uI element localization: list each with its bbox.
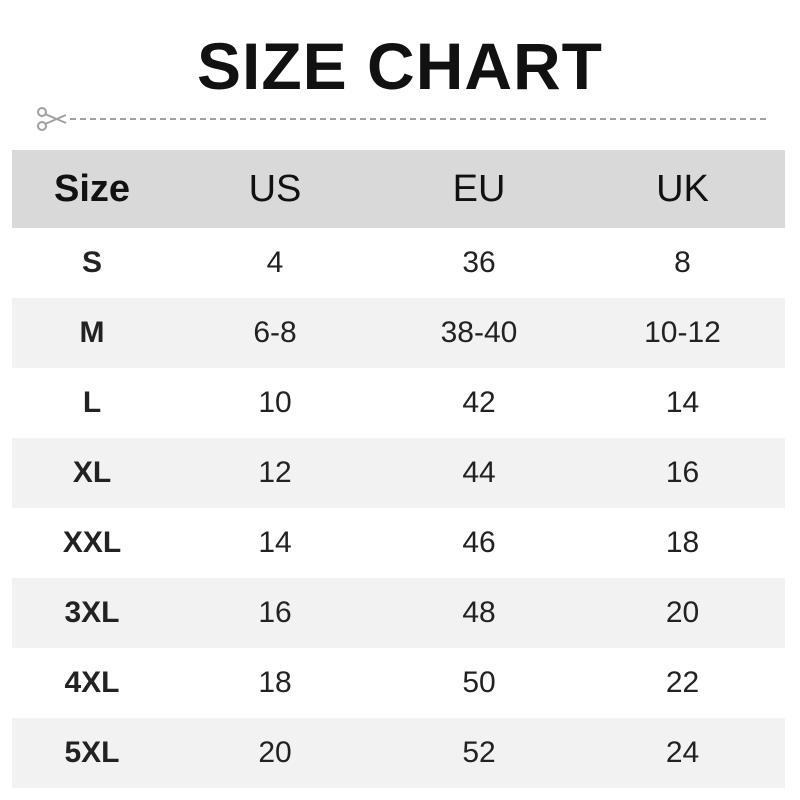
table-row: M 6-8 38-40 10-12 [12,298,785,368]
cell-size: M [79,316,105,349]
cell-size: XXL [62,526,122,559]
header-eu: EU [452,167,506,210]
table-row: XXL 14 46 18 [12,508,785,578]
cell-eu: 48 [462,596,496,629]
cell-eu: 50 [462,666,496,699]
cell-eu: 44 [462,456,496,489]
cell-uk: 10-12 [644,316,721,349]
cell-size: XL [72,456,112,489]
cell-eu: 38-40 [440,316,518,349]
table-header: Size US EU UK [12,150,785,228]
cell-size: 5XL [64,736,120,769]
cell-us: 12 [258,456,292,489]
cell-eu: 52 [462,736,496,769]
cell-eu: 36 [462,246,496,279]
table-row: XL 12 44 16 [12,438,785,508]
cell-uk: 22 [665,666,700,699]
header-uk: UK [656,167,709,210]
cell-size: 3XL [64,596,120,629]
cell-eu: 42 [462,386,496,419]
header-us: US [248,167,302,210]
table-row: 4XL 18 50 22 [12,648,785,718]
cell-us: 4 [266,246,284,279]
table-row: 5XL 20 52 24 [12,718,785,788]
cell-uk: 16 [665,456,700,489]
cell-us: 10 [258,386,292,419]
cell-us: 6-8 [253,316,297,349]
scissors-icon [37,107,67,131]
dashed-line [70,118,766,120]
cell-size: L [82,386,102,419]
cell-us: 16 [258,596,292,629]
cell-us: 18 [258,666,292,699]
cell-uk: 18 [665,526,700,559]
header-size: Size [53,167,131,210]
cell-uk: 14 [665,386,700,419]
cell-uk: 24 [665,736,700,769]
cell-uk: 8 [674,246,691,279]
table-row: L 10 42 14 [12,368,785,438]
cell-us: 20 [258,736,292,769]
cell-size: S [81,246,102,279]
page-title: SIZE CHART [197,29,603,103]
size-table: Size US EU UK S 4 36 8 M 6-8 38-40 10-12 L 10 42 14… [12,150,785,788]
table-row: S 4 36 8 [12,228,785,298]
cell-size: 4XL [64,666,120,699]
cut-line [36,106,766,132]
cell-eu: 46 [462,526,496,559]
cell-us: 14 [258,526,292,559]
cell-uk: 20 [665,596,700,629]
table-row: 3XL 16 48 20 [12,578,785,648]
